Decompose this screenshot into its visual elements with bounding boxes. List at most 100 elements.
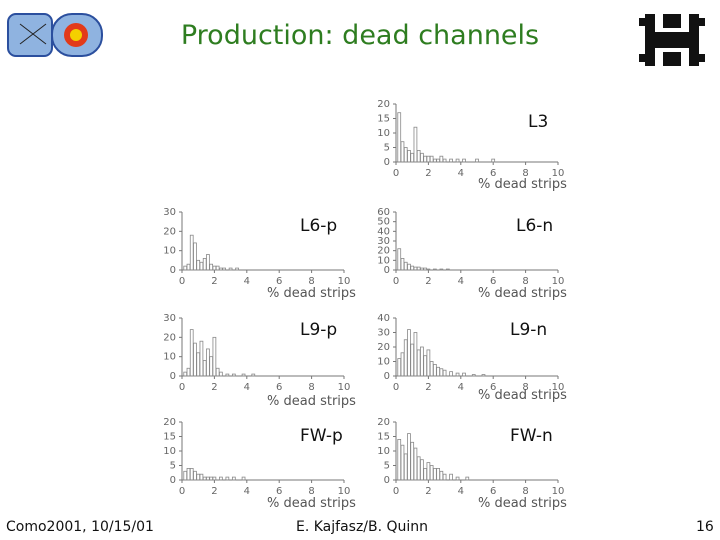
histogram-bar [209, 356, 214, 377]
histogram-bar [183, 470, 188, 481]
histogram-bar [400, 444, 405, 481]
y-tick-label: 30 [377, 236, 390, 247]
panel-label-fw-n: FW-n [510, 426, 553, 446]
histogram-bar [436, 468, 440, 481]
histogram-bar [445, 268, 450, 271]
histogram-bar [209, 263, 214, 271]
histogram-bar [225, 373, 230, 377]
y-tick-label: 20 [377, 417, 390, 428]
x-tick-label: 6 [490, 168, 496, 179]
y-tick-label: 10 [163, 352, 176, 363]
histogram-bar [228, 267, 233, 271]
histogram-bar [429, 465, 434, 481]
histogram-bar [462, 372, 466, 377]
x-tick-label: 8 [522, 168, 528, 179]
histogram-bar [433, 268, 437, 271]
histogram-bar [183, 371, 188, 377]
histogram-bar [186, 468, 191, 481]
x-tick-label: 2 [425, 382, 431, 393]
histogram-bar [219, 267, 223, 271]
histogram-plot-fw-n: 0 5 10 15 20 0 2 4 6 8 10 [377, 417, 565, 497]
histogram-bar [439, 470, 444, 481]
x-tick-label: 6 [490, 382, 496, 393]
x-tick-label: 8 [308, 486, 314, 497]
y-tick-label: 15 [377, 114, 390, 125]
histogram-bar [189, 468, 194, 481]
x-tick-label: 10 [552, 486, 565, 497]
histogram-bar [410, 441, 415, 481]
y-tick-label: 5 [384, 143, 390, 154]
histogram-bar [410, 343, 415, 377]
d0-logo [6, 10, 106, 64]
histogram-bar [420, 346, 424, 377]
histogram-bar [410, 152, 415, 163]
histogram-bar [423, 155, 428, 163]
footer-authors: E. Kajfasz/B. Quinn [296, 519, 429, 535]
histogram-bar [413, 447, 418, 481]
histogram-plot-l9-n: 0 10 20 30 40 0 2 4 6 8 10 [377, 313, 565, 393]
y-tick-label: 10 [377, 357, 390, 368]
histogram-bar [407, 329, 411, 377]
y-tick-label: 60 [377, 207, 390, 218]
histogram-bar [465, 476, 470, 481]
x-tick-label: 2 [211, 276, 217, 287]
x-axis-label-l3: % dead strips [478, 177, 567, 192]
histogram-bar [471, 374, 476, 377]
x-axis-label-fw-n: % dead strips [478, 496, 567, 511]
x-axis-label-l6-p: % dead strips [267, 286, 356, 301]
histogram-bar [410, 265, 415, 271]
histogram-bar [199, 340, 204, 377]
histogram-bar [429, 361, 434, 377]
x-tick-label: 8 [522, 382, 528, 393]
y-tick-label: 20 [163, 417, 176, 428]
histogram-bar [193, 242, 197, 271]
x-axis-label-l9-p: % dead strips [267, 394, 356, 409]
histogram-bar [407, 263, 411, 271]
histogram-bar [475, 158, 479, 163]
histogram-bar [433, 468, 437, 481]
histogram-bar [397, 358, 402, 377]
histogram-bar [400, 141, 405, 163]
histogram-bar [449, 158, 453, 163]
histogram-bar [397, 248, 402, 271]
histogram-bar [442, 369, 447, 377]
y-tick-label: 20 [163, 332, 176, 343]
histogram-bar [455, 476, 460, 481]
histogram-bar [193, 342, 197, 377]
y-tick-label: 5 [384, 461, 390, 472]
y-tick-label: 15 [377, 432, 390, 443]
x-tick-label: 8 [308, 382, 314, 393]
x-tick-label: 10 [338, 486, 351, 497]
x-tick-label: 2 [211, 486, 217, 497]
x-tick-label: 10 [552, 382, 565, 393]
histogram-bar [186, 263, 191, 271]
histogram-bar [206, 348, 210, 377]
x-tick-label: 4 [458, 168, 464, 179]
histogram-bar [416, 349, 421, 377]
x-tick-label: 10 [338, 382, 351, 393]
histogram-bar [241, 476, 246, 481]
y-tick-label: 0 [170, 265, 176, 276]
histogram-bar [491, 158, 496, 163]
histogram-bar [403, 261, 408, 271]
y-tick-label: 40 [377, 313, 390, 324]
x-tick-label: 6 [490, 486, 496, 497]
y-tick-label: 0 [170, 475, 176, 486]
histogram-bar [186, 367, 191, 377]
histogram-bar [429, 155, 434, 163]
histogram-bar [455, 372, 460, 377]
histogram-bar [442, 473, 447, 481]
histogram-bar [416, 150, 421, 163]
histogram-bar [403, 339, 408, 377]
histogram-bar [436, 366, 440, 377]
y-tick-label: 50 [377, 217, 390, 228]
histogram-panel-l9-p: 0 10 20 30 0 2 4 6 8 10 L9-p % dead strips [150, 306, 356, 409]
x-axis-label-fw-p: % dead strips [267, 496, 356, 511]
y-tick-label: 20 [163, 226, 176, 237]
x-tick-label: 2 [425, 276, 431, 287]
histogram-bar [416, 456, 421, 481]
histogram-plot-l6-p: 0 10 20 30 0 2 4 6 8 10 [163, 207, 350, 287]
x-axis-label-l9-n: % dead strips [478, 388, 567, 403]
histogram-bar [423, 355, 428, 377]
